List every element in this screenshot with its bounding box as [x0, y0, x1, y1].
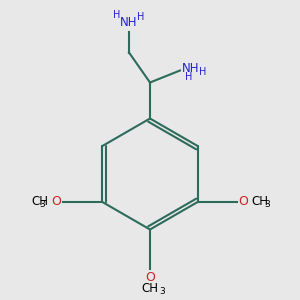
Text: CH: CH: [31, 195, 48, 208]
Text: O: O: [238, 195, 248, 208]
Text: H: H: [200, 67, 207, 77]
Text: 3: 3: [264, 200, 270, 209]
Text: O: O: [145, 271, 155, 284]
Text: NH: NH: [120, 16, 138, 29]
Text: CH: CH: [251, 195, 268, 208]
Text: H: H: [137, 11, 145, 22]
Text: 3: 3: [39, 200, 45, 209]
Text: H: H: [185, 72, 192, 82]
Text: CH: CH: [142, 281, 158, 295]
Text: 3: 3: [159, 286, 165, 296]
Text: NH: NH: [182, 62, 199, 76]
Text: H: H: [113, 10, 121, 20]
Text: O: O: [52, 195, 61, 208]
